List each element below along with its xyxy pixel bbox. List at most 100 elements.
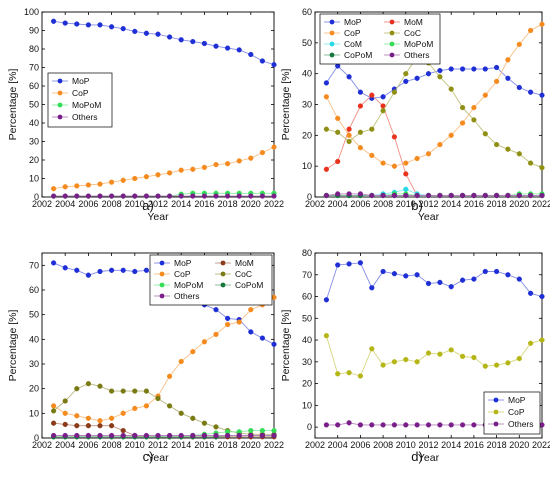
data-point [380,192,386,199]
x-tick-label: 2012 [418,199,438,209]
data-point [505,75,511,81]
legend-item-cop: CoP [52,88,89,98]
data-point [50,408,57,414]
data-point [403,192,409,199]
data-point [201,432,208,439]
data-point [248,51,254,58]
data-point [85,182,92,188]
data-point [391,192,398,199]
x-tick-label: 2012 [418,440,438,450]
data-point [460,353,466,360]
legend-item-copom: CoPoM [215,280,263,290]
data-point [225,321,231,328]
data-point [346,126,352,132]
data-point [62,410,68,416]
data-point [414,155,420,162]
data-point [120,26,126,32]
data-point [74,193,80,199]
series-mop [50,18,277,68]
data-point [167,403,173,409]
legend-swatch-marker [57,102,63,108]
x-tick-label: 2006 [350,199,370,209]
y-tick-label: 10 [29,174,39,184]
data-point [62,421,68,428]
data-point [335,129,341,135]
legend-item-cop: CoP [324,28,361,38]
series-others [50,193,277,199]
x-tick-label: 2016 [194,199,214,209]
x-tick-label: 2010 [125,440,145,450]
x-tick-label: 2012 [148,440,168,450]
data-point [369,285,375,291]
legend-item-mop: MoP [488,395,526,405]
x-tick-label: 2006 [350,440,370,450]
y-tick-label: 20 [302,379,312,389]
data-point [236,193,242,199]
data-point [527,192,534,199]
data-point [505,146,511,152]
data-point [236,319,242,325]
data-point [335,158,341,165]
data-point [259,193,266,199]
data-point [167,193,173,199]
data-point [369,92,375,98]
data-point [225,432,231,439]
data-point [248,193,254,199]
data-point [74,423,80,429]
data-point [369,422,375,428]
data-point [190,166,196,172]
x-tick-label: 2010 [396,440,416,450]
data-point [380,422,386,428]
legend-box [149,254,273,306]
data-point [437,351,443,357]
y-tick-label: 20 [29,155,39,165]
data-point [425,151,432,157]
y-tick-label: 40 [302,69,312,79]
data-point [414,272,420,278]
x-tick-label: 2002 [32,199,52,209]
y-tick-label: 50 [29,100,39,110]
y-tick-label: 0 [34,192,39,202]
data-point [380,160,386,166]
data-point [190,415,196,421]
data-point [403,186,409,192]
legend-item-others: Others [154,291,200,301]
y-axis-title: Percentage [%] [7,69,19,141]
data-point [248,432,254,439]
data-point [62,20,68,26]
legend: MoP CoP MoPoM Others [47,72,113,128]
data-point [50,18,57,24]
data-point [271,62,277,68]
data-point [167,432,173,439]
x-tick-label: 2020 [509,199,529,209]
x-tick-label: 2016 [464,199,484,209]
data-point [132,193,138,199]
data-point [50,403,57,409]
y-tick-label: 60 [29,81,39,91]
data-point [505,192,511,199]
legend-label: CoPoM [344,50,372,60]
x-tick-label: 2014 [171,440,191,450]
legend-item-others: Others [488,419,534,429]
data-point [335,371,341,377]
y-tick-label: 100 [24,7,39,17]
data-point [516,276,522,282]
legend-swatch-marker [220,271,226,277]
legend-item-copom: CoPoM [324,50,372,60]
data-point [178,432,184,439]
data-point [527,340,534,346]
data-point [505,57,511,63]
data-point [539,293,545,300]
data-point [143,403,150,409]
x-axis-title: Year [147,452,169,464]
data-point [108,415,115,421]
legend-swatch-marker [159,293,165,299]
y-tick-label: 60 [302,292,312,302]
legend-label: CoP [508,407,525,417]
y-tick-label: 30 [29,137,39,147]
legend-label: Others [508,419,534,429]
data-point [155,193,161,199]
data-point [505,360,511,366]
